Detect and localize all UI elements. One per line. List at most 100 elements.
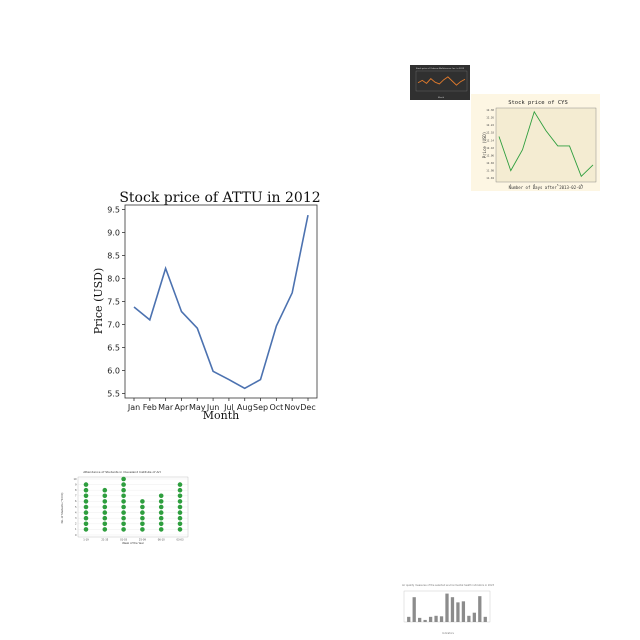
attu-x-tick-label: Mar (158, 403, 174, 412)
attendance-dot (177, 504, 183, 510)
airquality-bar (445, 593, 449, 622)
cys-plot-frame (495, 107, 597, 183)
attendance-x-tick-label: 25-09 (139, 539, 146, 542)
attendance-y-tick-label: 9 (75, 483, 77, 486)
airquality-bar (478, 596, 482, 622)
attendance-chart-thumbnail: Attendance of Students in Cleveland Inst… (58, 468, 190, 548)
attu-x-tick-label: Oct (269, 403, 283, 412)
attendance-dot (140, 499, 145, 504)
attu-x-tick-label: Aug (237, 403, 253, 412)
airquality-bar (450, 597, 455, 622)
attendance-dot (158, 493, 164, 499)
attendance-dot (83, 527, 89, 532)
attu-y-tick-label: 5.5 (107, 389, 120, 398)
airquality-bar (418, 617, 422, 622)
cys-chart-thumbnail: Stock price of CYS 11.94 11.98 12.02 12.06 1… (471, 94, 600, 191)
attendance-y-tick-label: 0 (75, 534, 77, 537)
cys-y-tick-label: 12.22 (486, 123, 494, 127)
cys-x-tick-label: 3 (533, 183, 535, 187)
cys-y-tick-label: 11.98 (486, 169, 494, 173)
attendance-dot (83, 482, 89, 487)
dark-chart-svg: Stock price of Coherus BioSciences, Inc.… (410, 65, 470, 100)
cys-x-axis-label: Number of Days after 2013-02-07 (509, 185, 584, 190)
attendance-dot (158, 499, 164, 504)
airquality-bar (461, 601, 466, 622)
attendance-chart-title: Attendance of Students in Cleveland Inst… (83, 470, 161, 474)
airquality-x-axis-label: Indicators (442, 632, 455, 635)
cys-x-tick-label: 5 (557, 183, 559, 187)
attendance-dot (158, 504, 164, 510)
attu-chart-title: Stock price of ATTU in 2012 (119, 190, 320, 206)
cys-y-tick-label: 12.06 (486, 153, 494, 157)
cys-y-tick-label: 12.30 (486, 108, 494, 112)
attendance-x-tick-label: 06-10 (158, 539, 165, 542)
attu-x-tick-label: Jan (127, 403, 140, 412)
attendance-dot (102, 493, 108, 499)
attendance-x-tick-label: 03-03 (177, 539, 184, 542)
attendance-dot (140, 521, 145, 527)
attendance-dot (121, 487, 126, 493)
airquality-bar (423, 619, 427, 622)
cys-chart-title: Stock price of CYS (508, 100, 568, 106)
attendance-dot (102, 527, 108, 532)
attu-x-tick-label: Apr (175, 403, 190, 412)
attu-x-tick-label: Jun (206, 403, 220, 412)
attendance-x-axis-label: Week of the Year (122, 541, 145, 545)
attu-y-tick-label: 6.5 (107, 343, 120, 352)
attendance-dot (121, 499, 126, 504)
attendance-dot (83, 515, 89, 521)
attendance-dot (158, 515, 164, 521)
attu-x-tick-label: Dec (300, 403, 315, 412)
attu-y-tick-label: 8.0 (107, 275, 120, 284)
cys-chart-svg: Stock price of CYS 11.94 11.98 12.02 12.06 1… (471, 94, 600, 191)
attendance-dot (158, 527, 164, 532)
attendance-dot (83, 499, 89, 504)
attu-y-tick-label: 9.0 (107, 229, 120, 238)
attendance-x-tick-label: 01-03 (120, 539, 127, 542)
airquality-bar (456, 602, 460, 622)
airquality-bar (428, 616, 433, 622)
cys-y-axis-label: Price (USD) (482, 132, 487, 159)
attendance-dot (102, 521, 108, 527)
attendance-y-tick-label: 2 (75, 523, 77, 526)
attendance-dot (102, 504, 108, 510)
attendance-dot (102, 515, 108, 521)
dark-chart-line (417, 76, 466, 86)
attendance-y-tick-label: 5 (75, 506, 77, 509)
cys-y-tick-label: 12.14 (486, 138, 494, 142)
attendance-dot (102, 510, 108, 515)
airquality-chart-title: Air quality measures of the selected env… (402, 584, 494, 587)
attendance-x-tick-label: 1-19 (83, 539, 89, 542)
airquality-bar (412, 597, 416, 622)
cys-y-tick-label: 11.94 (486, 176, 494, 180)
attendance-y-tick-label: 8 (75, 489, 77, 492)
attendance-chart-svg: Attendance of Students in Cleveland Inst… (60, 470, 189, 545)
airquality-bar (439, 616, 444, 622)
attendance-y-tick-label: 1 (75, 528, 77, 531)
dark-chart-thumbnail: Stock price of Coherus BioSciences, Inc.… (410, 65, 470, 100)
attendance-dot (121, 482, 126, 487)
attendance-dot (177, 521, 183, 527)
attendance-dot (177, 493, 183, 499)
attu-chart: Stock price of ATTU in 2012 5.5 6.0 6.5 7.0… (90, 185, 325, 425)
attendance-dot (158, 510, 164, 515)
attu-y-tick-label: 7.0 (107, 320, 120, 329)
attendance-y-tick-label: 6 (75, 500, 77, 503)
attu-chart-svg: Stock price of ATTU in 2012 5.5 6.0 6.5 7.0… (92, 190, 321, 422)
attendance-dot (177, 482, 183, 487)
attendance-y-tick-label: 3 (75, 517, 77, 520)
airquality-bar (467, 615, 471, 622)
attu-x-tick-label: Jul (223, 403, 234, 412)
cys-x-tick-label: 1 (510, 183, 512, 187)
attendance-dot (140, 527, 145, 532)
attendance-y-tick-label: 7 (75, 495, 77, 498)
attendance-dot (121, 521, 126, 527)
attu-x-tick-label: Nov (284, 403, 300, 412)
attendance-dot (121, 504, 126, 510)
attendance-dot (158, 521, 164, 527)
attendance-dot (177, 499, 183, 504)
attendance-y-tick-label: 4 (75, 511, 77, 514)
cys-y-tick-label: 12.18 (486, 131, 494, 135)
cys-x-tick-label: 7 (580, 183, 582, 187)
attu-y-tick-label: 7.5 (107, 298, 120, 307)
